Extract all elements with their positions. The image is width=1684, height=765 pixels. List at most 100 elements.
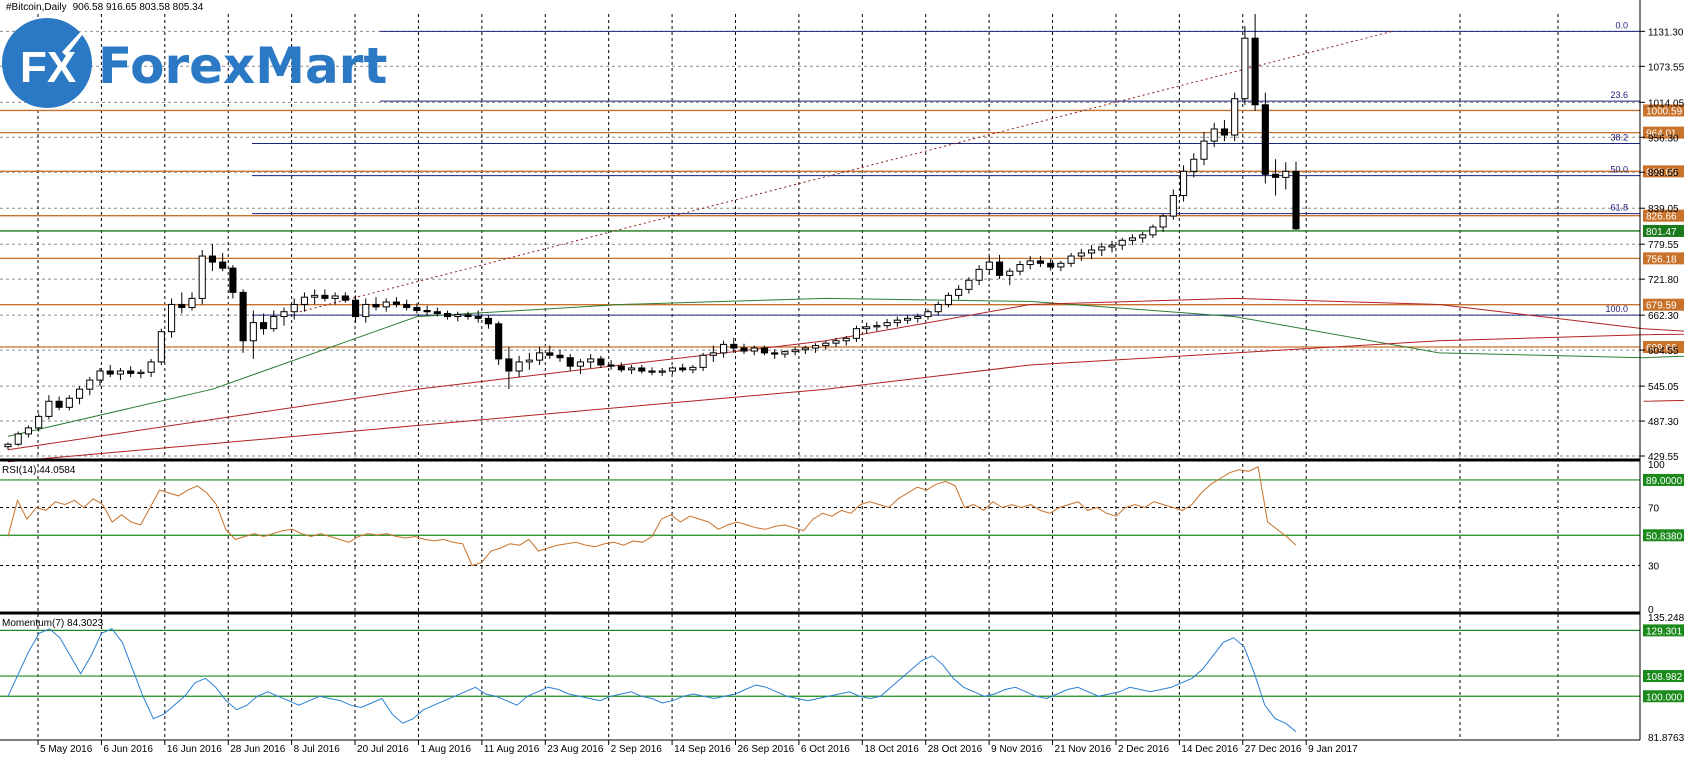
candle-body[interactable]: [852, 328, 861, 339]
candle-body[interactable]: [648, 370, 656, 373]
candle-body[interactable]: [719, 343, 728, 354]
candle-body[interactable]: [965, 279, 973, 290]
candle-body[interactable]: [1231, 98, 1239, 136]
candle-body[interactable]: [1128, 237, 1137, 241]
candle-body[interactable]: [229, 267, 237, 293]
candle-body[interactable]: [127, 370, 135, 374]
candles-layer[interactable]: [4, 14, 1300, 450]
candle-body[interactable]: [413, 306, 421, 312]
candle-body[interactable]: [975, 268, 983, 281]
candle-body[interactable]: [587, 358, 595, 363]
candle-body[interactable]: [1087, 249, 1096, 254]
candle-body[interactable]: [525, 359, 533, 363]
candle-body[interactable]: [116, 370, 125, 375]
candle-body[interactable]: [4, 443, 12, 448]
candle-body[interactable]: [955, 288, 963, 296]
candle-body[interactable]: [556, 354, 564, 359]
candle-body[interactable]: [699, 354, 707, 368]
candle-body[interactable]: [801, 347, 809, 351]
candle-body[interactable]: [924, 311, 932, 318]
candle-body[interactable]: [1026, 260, 1034, 266]
candle-body[interactable]: [985, 261, 993, 270]
candle-body[interactable]: [1271, 173, 1280, 178]
candle-body[interactable]: [658, 370, 666, 373]
candle-body[interactable]: [679, 367, 687, 371]
candle-body[interactable]: [259, 322, 268, 330]
candle-body[interactable]: [1292, 170, 1300, 230]
candle-body[interactable]: [495, 323, 503, 360]
candle-body[interactable]: [1139, 234, 1147, 239]
candle-body[interactable]: [627, 367, 636, 371]
candle-body[interactable]: [157, 331, 165, 363]
candle-body[interactable]: [1077, 252, 1085, 257]
candle-body[interactable]: [433, 311, 441, 315]
candle-body[interactable]: [1098, 246, 1106, 251]
candle-body[interactable]: [1261, 104, 1269, 175]
candle-body[interactable]: [1067, 255, 1075, 264]
candle-body[interactable]: [730, 343, 738, 349]
candle-body[interactable]: [423, 310, 431, 313]
candle-body[interactable]: [597, 358, 605, 366]
candle-body[interactable]: [341, 295, 349, 301]
candle-body[interactable]: [96, 370, 104, 381]
candle-body[interactable]: [167, 303, 176, 333]
candle-body[interactable]: [1200, 140, 1208, 160]
candle-body[interactable]: [45, 400, 53, 417]
candle-body[interactable]: [290, 303, 298, 313]
candle-body[interactable]: [474, 316, 482, 319]
candle-body[interactable]: [689, 366, 697, 371]
candle-body[interactable]: [1108, 244, 1116, 248]
candle-body[interactable]: [321, 294, 329, 299]
candle-body[interactable]: [454, 314, 462, 318]
candle-body[interactable]: [903, 317, 912, 321]
candle-body[interactable]: [842, 337, 850, 342]
candle-body[interactable]: [944, 294, 953, 305]
candle-body[interactable]: [178, 303, 186, 308]
candle-body[interactable]: [1282, 170, 1290, 178]
candle-body[interactable]: [535, 352, 544, 361]
candle-body[interactable]: [351, 299, 360, 318]
candle-body[interactable]: [1159, 215, 1167, 228]
candle-body[interactable]: [137, 371, 145, 374]
candle-body[interactable]: [822, 342, 830, 347]
candle-body[interactable]: [300, 296, 309, 305]
candle-body[interactable]: [1169, 195, 1177, 217]
candle-body[interactable]: [1047, 262, 1055, 268]
candle-body[interactable]: [771, 352, 779, 355]
candle-body[interactable]: [484, 317, 493, 325]
candle-body[interactable]: [811, 345, 820, 349]
candle-body[interactable]: [668, 367, 677, 372]
candle-body[interactable]: [781, 351, 789, 355]
candle-body[interactable]: [505, 358, 513, 372]
candle-body[interactable]: [1190, 158, 1198, 172]
candle-body[interactable]: [576, 361, 585, 367]
candle-body[interactable]: [14, 433, 22, 445]
candle-body[interactable]: [934, 303, 942, 313]
candle-body[interactable]: [270, 316, 278, 330]
candle-body[interactable]: [832, 340, 840, 344]
candle-body[interactable]: [546, 352, 554, 356]
candle-body[interactable]: [24, 427, 33, 435]
candle-body[interactable]: [914, 316, 922, 319]
candle-body[interactable]: [515, 361, 523, 372]
candle-body[interactable]: [382, 301, 390, 308]
candle-body[interactable]: [65, 397, 73, 408]
candle-body[interactable]: [249, 322, 257, 342]
candle-body[interactable]: [1210, 128, 1218, 142]
candle-body[interactable]: [55, 400, 63, 408]
candle-body[interactable]: [198, 255, 206, 299]
candle-body[interactable]: [1016, 264, 1024, 272]
candle-body[interactable]: [1118, 239, 1126, 246]
candle-body[interactable]: [75, 388, 84, 399]
candle-body[interactable]: [607, 364, 615, 367]
candle-body[interactable]: [106, 370, 114, 375]
candle-body[interactable]: [893, 319, 901, 324]
candle-body[interactable]: [403, 303, 411, 308]
candle-body[interactable]: [1241, 37, 1249, 100]
candle-body[interactable]: [863, 326, 871, 330]
candle-body[interactable]: [239, 291, 247, 342]
candle-body[interactable]: [311, 294, 319, 298]
candle-body[interactable]: [750, 347, 758, 352]
candle-body[interactable]: [883, 322, 891, 327]
